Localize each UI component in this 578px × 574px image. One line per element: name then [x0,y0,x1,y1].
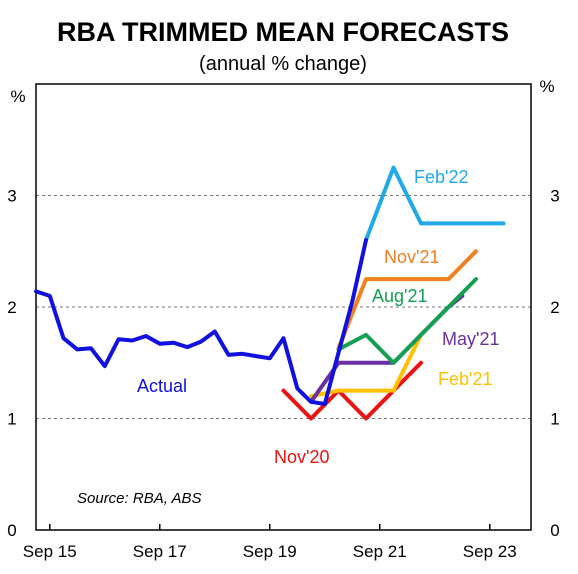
y-tick-left-0: 0 [7,521,16,540]
y-axis-ticks: 0 0 1 1 2 2 3 3 [7,187,559,541]
series-lines [34,165,506,421]
chart-title: RBA TRIMMED MEAN FORECASTS [57,17,509,47]
series-line-feb21 [309,332,423,399]
y-tick-right-3: 3 [550,187,559,206]
series-label-aug21: Aug'21 [372,286,428,306]
series-line-actual [34,238,368,406]
x-tick-label-1: Sep 17 [133,542,187,561]
y-tick-right-0: 0 [550,521,559,540]
series-label-nov20: Nov'20 [274,447,329,467]
x-tick-label-0: Sep 15 [23,542,77,561]
plot-frame [35,83,532,531]
series-label-feb22: Feb'22 [414,167,468,187]
series-label-actual: Actual [137,376,187,396]
y-tick-left-3: 3 [7,187,16,206]
gridlines [36,195,531,419]
y-tick-right-1: 1 [550,410,559,429]
series-label-nov21: Nov'21 [384,247,439,267]
y-tick-left-1: 1 [7,410,16,429]
y-tick-left-2: 2 [7,298,16,317]
y-unit-left: % [10,87,25,106]
x-tick-label-2: Sep 19 [243,542,297,561]
series-line-nov21 [336,249,478,351]
series-label-feb21: Feb'21 [438,369,492,389]
series-line-nov20 [281,360,423,421]
series-line-feb22 [364,165,506,243]
y-unit-right: % [539,77,554,96]
x-tick-label-4: Sep 23 [463,542,517,561]
source-note: Source: RBA, ABS [77,490,202,507]
series-line-aug21 [336,277,478,365]
series-label-may21: May'21 [442,329,499,349]
y-tick-right-2: 2 [550,298,559,317]
x-tick-label-3: Sep 21 [353,542,407,561]
x-axis-ticks: Sep 15 Sep 17 Sep 19 Sep 21 Sep 23 [23,524,517,561]
chart-subtitle: (annual % change) [199,53,367,75]
